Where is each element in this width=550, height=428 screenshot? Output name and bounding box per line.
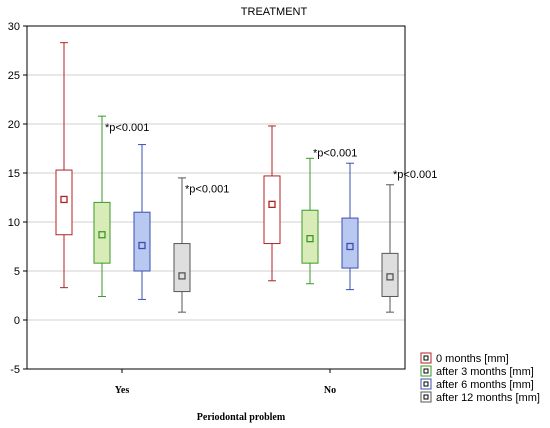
y-tick-label: -5 [10, 364, 20, 376]
box-no-series-2 [341, 162, 359, 291]
plot-frame [26, 25, 406, 370]
median-marker [386, 273, 394, 281]
grid-lines [27, 74, 405, 321]
box-iqr [173, 243, 191, 293]
median-marker [98, 231, 106, 239]
x-axis: Yes No [115, 369, 336, 396]
legend-label: after 6 months [mm] [436, 379, 534, 391]
legend-label: 0 months [mm] [436, 353, 509, 365]
legend-swatch [420, 378, 432, 390]
y-tick-label: 20 [8, 119, 20, 131]
y-tick-label: 10 [8, 217, 20, 229]
legend-marker [423, 394, 429, 400]
box-yes-series-0 [55, 42, 73, 289]
legend-item-3: after 12 months [mm] [420, 391, 540, 404]
category-label-no: No [324, 385, 336, 396]
median-marker [346, 242, 354, 251]
box-iqr [263, 175, 281, 245]
y-tick-label: 5 [14, 266, 20, 278]
significance-annotation: *p<0.001 [105, 122, 149, 134]
box-yes-series-1 [93, 115, 111, 297]
box-no-series-0 [263, 125, 281, 282]
y-tick-label: 15 [8, 168, 20, 180]
x-axis-label: Periodontal problem [197, 412, 286, 423]
box-no-series-1 [301, 157, 319, 285]
legend-label: after 3 months [mm] [436, 366, 534, 378]
box-iqr [133, 211, 151, 272]
legend: 0 months [mm]after 3 months [mm]after 6 … [420, 352, 540, 404]
boxes [55, 42, 399, 313]
significance-annotation: *p<0.001 [393, 169, 437, 181]
median-marker [306, 235, 314, 243]
legend-item-0: 0 months [mm] [420, 352, 509, 365]
median-marker [178, 272, 186, 280]
significance-annotation: *p<0.001 [313, 147, 357, 159]
box-iqr [93, 201, 111, 264]
box-iqr [381, 252, 399, 297]
category-label-yes: Yes [115, 385, 130, 396]
legend-swatch [420, 352, 432, 364]
legend-label: after 12 months [mm] [436, 392, 540, 404]
y-tick-label: 30 [8, 21, 20, 33]
median-marker [60, 195, 68, 204]
chart-title: TREATMENT [241, 6, 308, 18]
legend-item-1: after 3 months [mm] [420, 365, 534, 378]
legend-marker [423, 381, 429, 387]
y-tick-label: 25 [8, 70, 20, 82]
legend-marker [423, 368, 429, 374]
box-yes-series-2 [133, 144, 151, 300]
median-marker [268, 200, 276, 209]
annotations: *p<0.001 *p<0.001 *p<0.001 *p<0.001 [105, 122, 437, 196]
legend-swatch [420, 365, 432, 377]
legend-marker [423, 355, 429, 361]
median-marker [138, 241, 146, 250]
box-no-series-3 [381, 184, 399, 313]
legend-swatch [420, 391, 432, 403]
significance-annotation: *p<0.001 [185, 184, 229, 196]
legend-item-2: after 6 months [mm] [420, 378, 534, 391]
box-yes-series-3 [173, 177, 191, 313]
box-iqr [301, 209, 319, 264]
y-axis: -5 0 5 10 15 20 25 30 [8, 21, 27, 376]
y-tick-label: 0 [14, 315, 20, 327]
